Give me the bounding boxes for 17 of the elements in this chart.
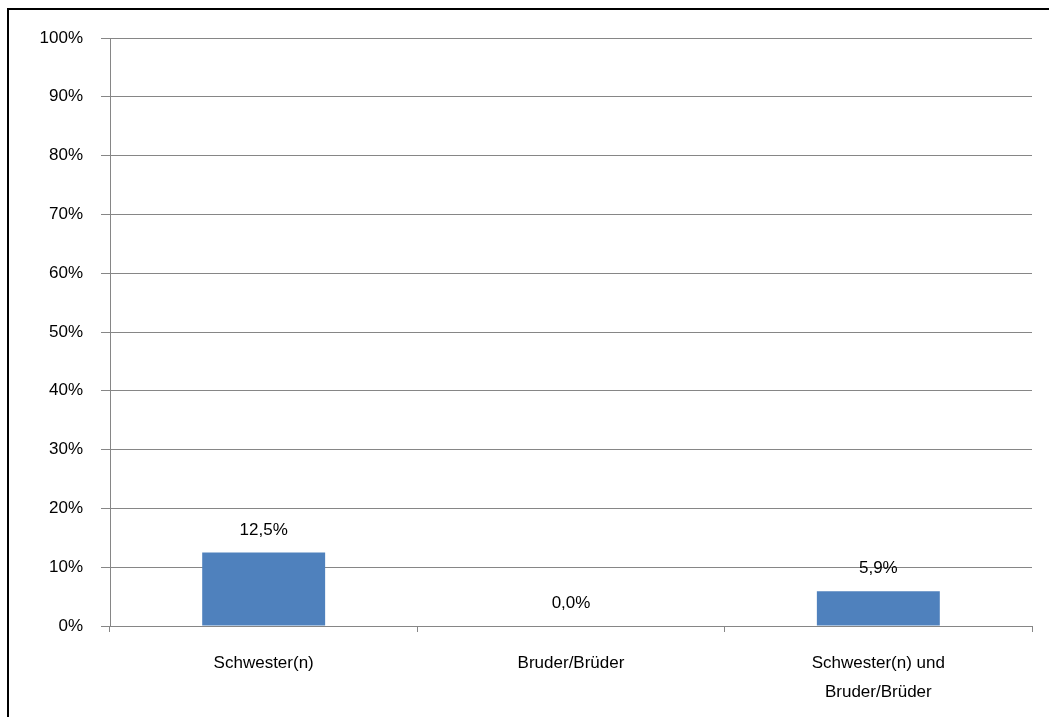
y-tick-label: 70% <box>48 204 83 224</box>
y-tick-label: 90% <box>48 86 83 106</box>
y-tick-label: 0% <box>58 615 83 635</box>
x-tick-label: Bruder/Brüder <box>517 653 625 673</box>
data-label: 12,5% <box>239 519 288 539</box>
y-tick-label: 30% <box>48 439 83 459</box>
y-tick-label: 20% <box>48 498 83 518</box>
x-tick-label: Schwester(n) <box>213 653 314 673</box>
data-label: 0,0% <box>551 593 591 613</box>
y-tick-label: 50% <box>48 321 83 341</box>
x-tick-label: Schwester(n) und Bruder/Brüder <box>811 653 945 702</box>
y-tick-label: 100% <box>39 27 83 47</box>
y-tick-label: 80% <box>48 145 83 165</box>
y-tick-label: 40% <box>48 380 83 400</box>
data-label: 5,9% <box>858 558 898 578</box>
y-tick-label: 60% <box>48 262 83 282</box>
y-tick-label: 10% <box>48 556 83 576</box>
